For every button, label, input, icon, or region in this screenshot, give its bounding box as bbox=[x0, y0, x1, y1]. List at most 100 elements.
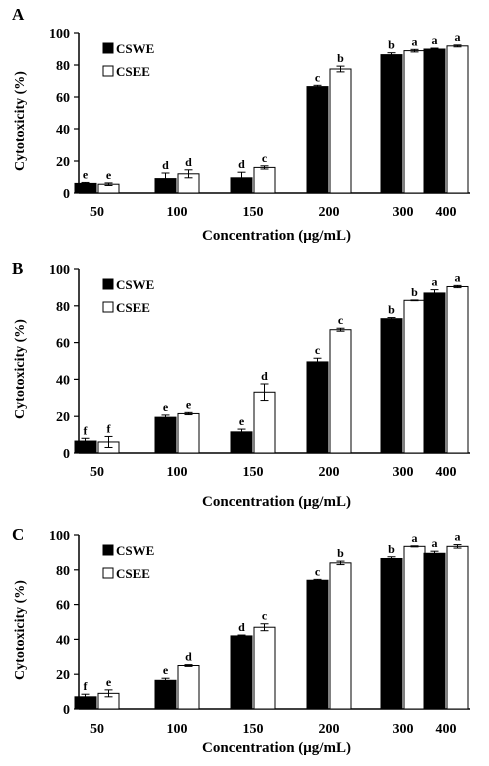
bar-cswe bbox=[230, 635, 253, 710]
y-tick-label: 0 bbox=[63, 703, 70, 718]
y-tick-label: 0 bbox=[63, 447, 70, 462]
x-tick-label: 100 bbox=[167, 205, 188, 220]
bar-cswe bbox=[306, 86, 329, 194]
bar-csee bbox=[253, 166, 276, 194]
y-tick-label: 100 bbox=[49, 263, 70, 278]
significance-letter: e bbox=[106, 675, 112, 689]
significance-letter: d bbox=[238, 620, 245, 634]
bar-cswe bbox=[423, 552, 446, 710]
legend: CSWE CSEE bbox=[102, 277, 154, 315]
significance-letter: d bbox=[261, 369, 268, 383]
significance-letter: b bbox=[337, 51, 344, 65]
x-axis-label: Concentration (μg/mL) bbox=[202, 494, 351, 510]
y-axis-label: Cytotoxicity (%) bbox=[13, 319, 28, 419]
legend-swatch-csee bbox=[102, 301, 114, 313]
x-tick-label: 300 bbox=[393, 205, 414, 220]
legend-label: CSWE bbox=[116, 543, 154, 558]
significance-letter: c bbox=[338, 313, 344, 327]
bar-csee bbox=[177, 665, 200, 710]
bar-csee bbox=[403, 545, 426, 710]
significance-letter: c bbox=[315, 70, 321, 84]
x-tick-label: 150 bbox=[243, 722, 264, 737]
significance-letter: c bbox=[262, 151, 268, 165]
bar-csee bbox=[177, 412, 200, 454]
significance-letter: c bbox=[315, 564, 321, 578]
significance-letter: f bbox=[107, 421, 112, 435]
significance-letter: b bbox=[411, 285, 418, 299]
significance-letter: c bbox=[262, 609, 268, 623]
legend-label: CSEE bbox=[116, 64, 150, 79]
significance-letter: c bbox=[315, 343, 321, 357]
x-tick-label: 100 bbox=[167, 465, 188, 480]
bar-cswe bbox=[423, 48, 446, 194]
y-tick-label: 40 bbox=[56, 373, 70, 388]
x-tick-label: 400 bbox=[436, 722, 457, 737]
bar-cswe bbox=[380, 557, 403, 710]
x-tick-label: 400 bbox=[436, 205, 457, 220]
significance-letter: f bbox=[84, 423, 89, 437]
legend-label: CSEE bbox=[116, 300, 150, 315]
x-tick-label: 300 bbox=[393, 722, 414, 737]
x-tick-label: 300 bbox=[393, 465, 414, 480]
x-axis-label: Concentration (μg/mL) bbox=[202, 740, 351, 756]
bar-cswe bbox=[306, 361, 329, 454]
significance-letter: e bbox=[163, 400, 169, 414]
legend-swatch-csee bbox=[102, 65, 114, 77]
chart-panel-c: C 0 20 40 60 80 100 Cytotoxicity (%) f e 50 e d 100 d c… bbox=[12, 525, 470, 756]
legend-label: CSEE bbox=[116, 566, 150, 581]
x-tick-label: 400 bbox=[436, 465, 457, 480]
significance-letter: b bbox=[388, 38, 395, 52]
x-tick-label: 200 bbox=[319, 722, 340, 737]
bar-cswe bbox=[380, 54, 403, 194]
legend-swatch-cswe bbox=[102, 42, 114, 54]
bar-cswe bbox=[306, 579, 329, 710]
legend: CSWE CSEE bbox=[102, 41, 154, 79]
y-axis-label: Cytotoxicity (%) bbox=[13, 580, 28, 680]
y-tick-label: 60 bbox=[56, 337, 70, 352]
panel-label: B bbox=[12, 259, 23, 278]
significance-letter: a bbox=[455, 530, 461, 544]
significance-letter: a bbox=[432, 33, 438, 47]
x-tick-label: 200 bbox=[319, 465, 340, 480]
y-tick-label: 0 bbox=[63, 187, 70, 202]
significance-letter: b bbox=[388, 303, 395, 317]
y-tick-label: 80 bbox=[56, 59, 70, 74]
y-tick-label: 20 bbox=[56, 410, 70, 425]
bar-csee bbox=[329, 329, 352, 454]
legend-swatch-csee bbox=[102, 567, 114, 579]
significance-letter: d bbox=[185, 650, 192, 664]
chart-panel-a: A 0 20 40 60 80 100 Cytotoxicity (%) e e 50 d d 100 d c… bbox=[12, 5, 470, 244]
y-tick-label: 100 bbox=[49, 529, 70, 544]
bar-cswe bbox=[154, 679, 177, 710]
y-tick-label: 60 bbox=[56, 599, 70, 614]
bar-csee bbox=[253, 391, 276, 454]
significance-letter: d bbox=[162, 158, 169, 172]
x-tick-label: 200 bbox=[319, 205, 340, 220]
legend-label: CSWE bbox=[116, 277, 154, 292]
y-tick-label: 80 bbox=[56, 300, 70, 315]
bar-csee bbox=[329, 562, 352, 710]
bar-cswe bbox=[423, 292, 446, 454]
significance-letter: e bbox=[186, 397, 192, 411]
significance-letter: e bbox=[239, 414, 245, 428]
y-tick-label: 20 bbox=[56, 668, 70, 683]
bar-csee bbox=[403, 50, 426, 194]
y-tick-label: 40 bbox=[56, 633, 70, 648]
y-tick-label: 40 bbox=[56, 123, 70, 138]
x-tick-label: 50 bbox=[90, 465, 104, 480]
significance-letter: a bbox=[455, 270, 461, 284]
y-tick-label: 100 bbox=[49, 27, 70, 42]
bar-csee bbox=[446, 545, 469, 710]
bar-csee bbox=[329, 68, 352, 194]
x-axis-label: Concentration (μg/mL) bbox=[202, 228, 351, 244]
bar-csee bbox=[446, 285, 469, 454]
bar-csee bbox=[403, 299, 426, 454]
legend: CSWE CSEE bbox=[102, 543, 154, 581]
legend-swatch-cswe bbox=[102, 278, 114, 290]
legend-label: CSWE bbox=[116, 41, 154, 56]
y-axis-label: Cytotoxicity (%) bbox=[13, 71, 28, 171]
significance-letter: a bbox=[432, 536, 438, 550]
bar-csee bbox=[446, 45, 469, 194]
significance-letter: f bbox=[84, 679, 89, 693]
